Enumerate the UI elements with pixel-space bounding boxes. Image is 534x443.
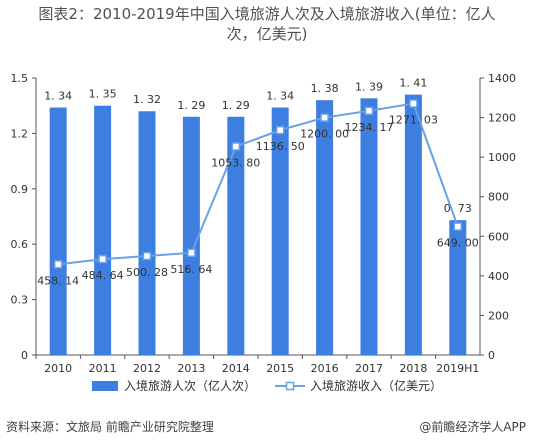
x-axis-tick-label: 2013 <box>177 362 205 375</box>
right-axis-tick-label: 200 <box>488 309 509 322</box>
bar <box>360 98 378 356</box>
line-data-label: 484. 64 <box>82 269 124 282</box>
right-axis-tick-label: 0 <box>488 349 495 362</box>
bar <box>138 111 156 356</box>
x-axis-tick-label: 2015 <box>266 362 294 375</box>
line-point <box>453 222 463 231</box>
right-axis-tick-label: 1400 <box>488 72 516 85</box>
bar-data-label: 1. 35 <box>89 88 117 101</box>
source-note: 资料来源：文旅局 前瞻产业研究院整理 <box>6 420 214 434</box>
line-data-label: 1234. 17 <box>345 121 394 134</box>
line-data-label: 1200. 00 <box>300 128 349 141</box>
x-axis-tick-label: 2011 <box>89 362 117 375</box>
line-point <box>364 106 374 116</box>
line-point <box>320 113 329 122</box>
bar-data-label: 1. 29 <box>222 99 250 112</box>
x-axis-tick-label: 2019H1 <box>436 362 479 375</box>
left-axis-tick-label: 1.5 <box>11 72 29 85</box>
legend-bar-label: 入境旅游人次（亿人次） <box>124 378 256 393</box>
chart-title-line-2: 次，亿美元) <box>226 25 308 43</box>
left-axis-tick-label: 0.3 <box>11 294 29 307</box>
bar-data-label: 1. 41 <box>399 77 427 90</box>
bar-data-label: 0. 73 <box>444 202 472 215</box>
line-data-label: 500. 28 <box>126 266 168 279</box>
legend-line-marker <box>285 381 295 391</box>
right-axis-tick-label: 1200 <box>488 112 516 125</box>
line-data-label: 1271. 03 <box>389 114 438 127</box>
bar-data-label: 1. 29 <box>177 99 205 112</box>
line-point <box>275 125 285 135</box>
x-axis-tick-label: 2014 <box>222 362 250 375</box>
line-point <box>409 99 418 108</box>
right-axis-tick-label: 800 <box>488 191 509 204</box>
bar-data-label: 1. 39 <box>355 80 383 93</box>
bar <box>316 100 334 355</box>
line-data-label: 1136. 50 <box>256 140 305 153</box>
brand-credit: @前瞻经济学人APP <box>419 420 526 434</box>
x-axis-tick-label: 2012 <box>133 362 161 375</box>
x-axis-tick-label: 2010 <box>44 362 72 375</box>
line-data-label: 516. 64 <box>170 263 212 276</box>
left-axis-tick-label: 1.2 <box>11 127 29 140</box>
line-data-label: 649. 00 <box>437 237 479 250</box>
x-axis-tick-label: 2018 <box>399 362 427 375</box>
bar-data-label: 1. 34 <box>44 90 72 103</box>
line-point <box>187 248 196 258</box>
legend-line-label: 入境旅游收入（亿美元） <box>310 378 442 393</box>
bar <box>271 107 289 356</box>
line-point <box>53 260 63 269</box>
legend-bar-swatch <box>92 381 118 391</box>
bar-data-label: 1. 38 <box>311 82 339 95</box>
left-axis-tick-label: 0 <box>21 349 28 362</box>
bar <box>182 116 200 355</box>
chart-title-line-1: 图表2：2010-2019年中国入境旅游人次及入境旅游收入(单位：亿人 <box>38 5 496 23</box>
x-axis-tick-label: 2017 <box>355 362 383 375</box>
line-point <box>142 251 152 261</box>
line-data-label: 458. 14 <box>37 274 79 287</box>
left-axis-tick-label: 0.9 <box>11 183 29 196</box>
bar <box>227 116 245 355</box>
bar <box>449 220 467 355</box>
x-axis-tick-label: 2016 <box>311 362 339 375</box>
chart-title: 图表2：2010-2019年中国入境旅游人次及入境旅游收入(单位：亿人 次，亿美… <box>0 4 534 44</box>
bar-data-label: 1. 32 <box>133 93 161 106</box>
bar-data-label: 1. 34 <box>266 90 294 103</box>
line-point <box>231 142 241 151</box>
line-data-label: 1053. 80 <box>211 156 260 169</box>
right-axis-tick-label: 1000 <box>488 151 516 164</box>
bar <box>49 107 67 356</box>
bar <box>404 94 422 356</box>
revenue-line <box>58 102 459 266</box>
bar <box>94 105 112 355</box>
right-axis-tick-label: 600 <box>488 230 509 243</box>
left-axis-tick-label: 0.6 <box>11 238 29 251</box>
right-axis-tick-label: 400 <box>488 270 509 283</box>
line-point <box>98 254 107 264</box>
